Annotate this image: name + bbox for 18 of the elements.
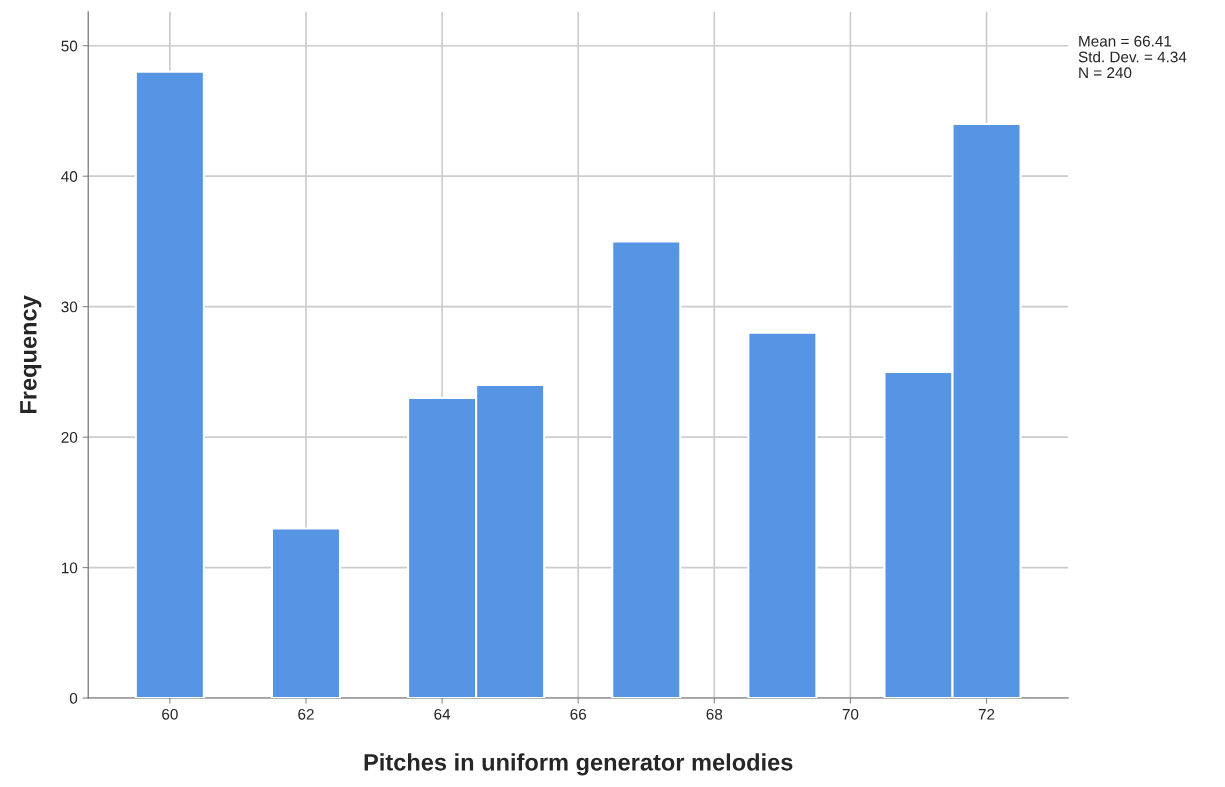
y-tick-label: 30: [61, 301, 78, 313]
y-tick-label: 0: [69, 692, 78, 704]
y-tick-label: 10: [61, 562, 78, 574]
y-axis-title: Frequency: [20, 295, 42, 414]
x-tick-label: 68: [706, 708, 723, 720]
y-tick-label: 40: [61, 171, 78, 182]
y-tick-label: 20: [61, 432, 78, 443]
x-tick-label: 70: [842, 708, 859, 720]
x-axis-title: Pitches in uniform generator melodies: [364, 753, 793, 776]
y-tick-label: 50: [61, 40, 78, 52]
text: Std. Dev. = 4.34: [1078, 51, 1187, 63]
x-tick-label: 64: [434, 708, 451, 720]
x-tick-label: 72: [978, 708, 995, 720]
x-tick-label: 62: [298, 708, 314, 720]
x-tick-label: 66: [570, 708, 587, 720]
text: Mean = 66.41: [1079, 35, 1172, 47]
text: N = 240: [1079, 67, 1132, 79]
x-tick-label: 60: [162, 708, 178, 720]
